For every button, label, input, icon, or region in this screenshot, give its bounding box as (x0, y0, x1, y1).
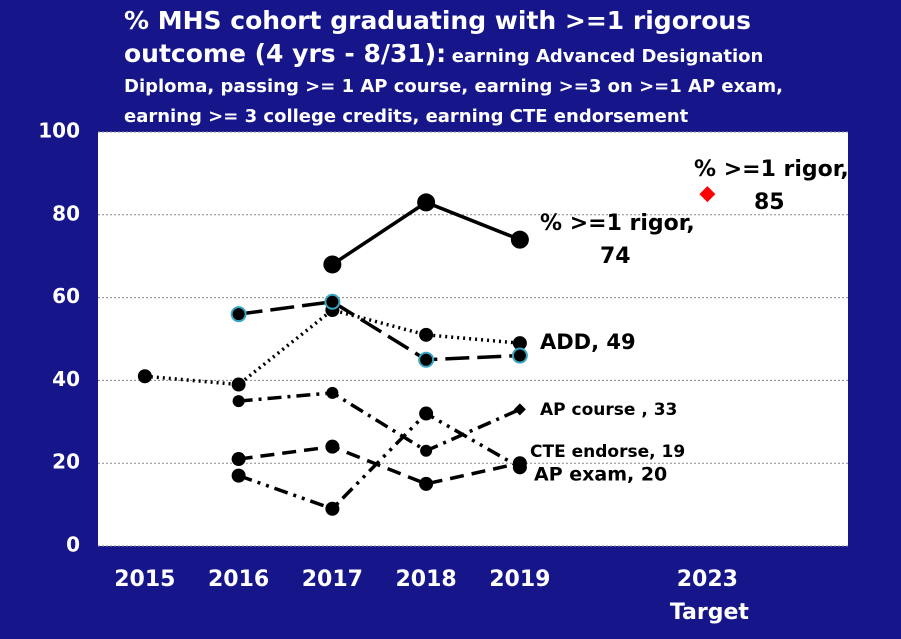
title-block: % MHS cohort graduating with >=1 rigorou… (124, 6, 844, 132)
y-tick-label: 0 (66, 533, 80, 557)
data-point (699, 186, 716, 203)
y-tick-label: 20 (52, 450, 80, 474)
data-point (231, 468, 246, 483)
x-tick-label: 2019 (489, 567, 550, 592)
data-point (230, 306, 247, 323)
data-point (325, 439, 340, 454)
x-tick-label: 2017 (302, 567, 363, 592)
data-label: ADD, 49 (540, 330, 636, 354)
data-point (419, 476, 434, 491)
chart-subtitle: earning Advanced Designation Diploma, pa… (124, 46, 783, 127)
series-line (238, 299, 520, 362)
y-tick-label: 60 (52, 284, 80, 308)
data-point (420, 444, 433, 457)
data-point (231, 452, 246, 467)
data-label: CTE endorse, 19 (530, 442, 685, 462)
data-point (419, 327, 434, 342)
x-tick-label: 2016 (208, 567, 269, 592)
data-point (417, 193, 436, 212)
data-point (231, 377, 246, 392)
data-point (232, 395, 245, 408)
data-label: AP exam, 20 (534, 464, 667, 486)
data-point (512, 336, 527, 351)
series-line (238, 411, 521, 511)
data-point (510, 230, 529, 249)
data-point (137, 369, 152, 384)
plot-area (98, 132, 848, 546)
data-point (326, 386, 339, 399)
data-point (513, 403, 526, 416)
data-point (512, 456, 527, 471)
data-point (511, 347, 528, 364)
data-point (323, 255, 342, 274)
chart-title: % MHS cohort graduating with >=1 rigorou… (124, 6, 752, 68)
data-label: AP course , 33 (540, 400, 677, 420)
x-tick-label: 2015 (114, 567, 175, 592)
data-label: % >=1 rigor, 74 (540, 211, 695, 269)
series-line (238, 444, 521, 486)
y-tick-label: 80 (52, 201, 80, 225)
y-tick-label: 40 (52, 367, 80, 391)
y-tick-label: 100 (38, 119, 80, 143)
data-point (324, 293, 341, 310)
series-line (144, 308, 521, 387)
series-line (238, 391, 521, 453)
x-tick-label: 2023 Target (670, 567, 750, 625)
data-label: % >=1 rigor, 85 (694, 157, 849, 215)
data-point (325, 501, 340, 516)
x-tick-label: 2018 (396, 567, 457, 592)
data-point (418, 351, 435, 368)
data-point (419, 406, 434, 421)
